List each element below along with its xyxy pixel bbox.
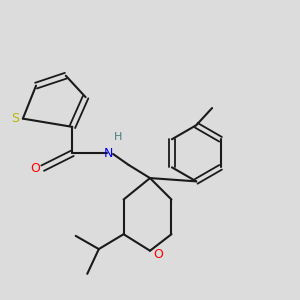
Text: H: H <box>114 132 122 142</box>
Text: O: O <box>31 162 40 175</box>
Text: S: S <box>12 112 20 125</box>
Text: O: O <box>153 248 163 260</box>
Text: N: N <box>104 147 113 160</box>
